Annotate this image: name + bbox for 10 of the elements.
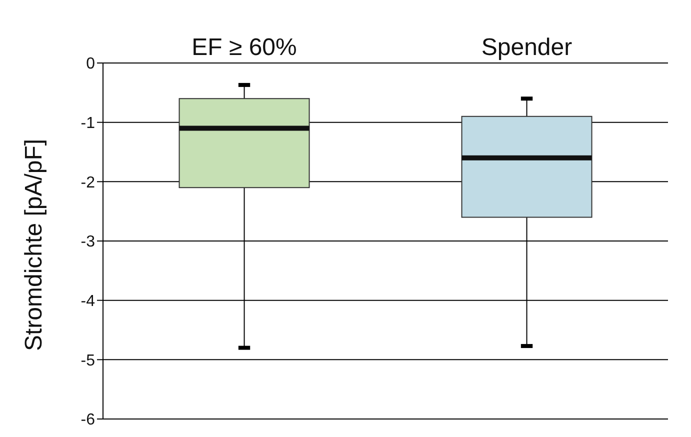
y-tick-label: -5 — [80, 352, 96, 370]
y-tick-label: -4 — [80, 293, 96, 310]
y-axis-title: Stromdichte [pA/pF] — [20, 138, 48, 351]
y-tick-label: -2 — [80, 174, 96, 192]
y-tick-label: -1 — [80, 115, 96, 132]
y-tick-label: 0 — [86, 56, 96, 73]
x-tick-label: EF ≥ 60% — [192, 34, 297, 61]
y-tick-label: -6 — [80, 412, 96, 429]
y-tick-label: -3 — [80, 234, 96, 251]
x-tick-label: Spender — [481, 34, 572, 61]
